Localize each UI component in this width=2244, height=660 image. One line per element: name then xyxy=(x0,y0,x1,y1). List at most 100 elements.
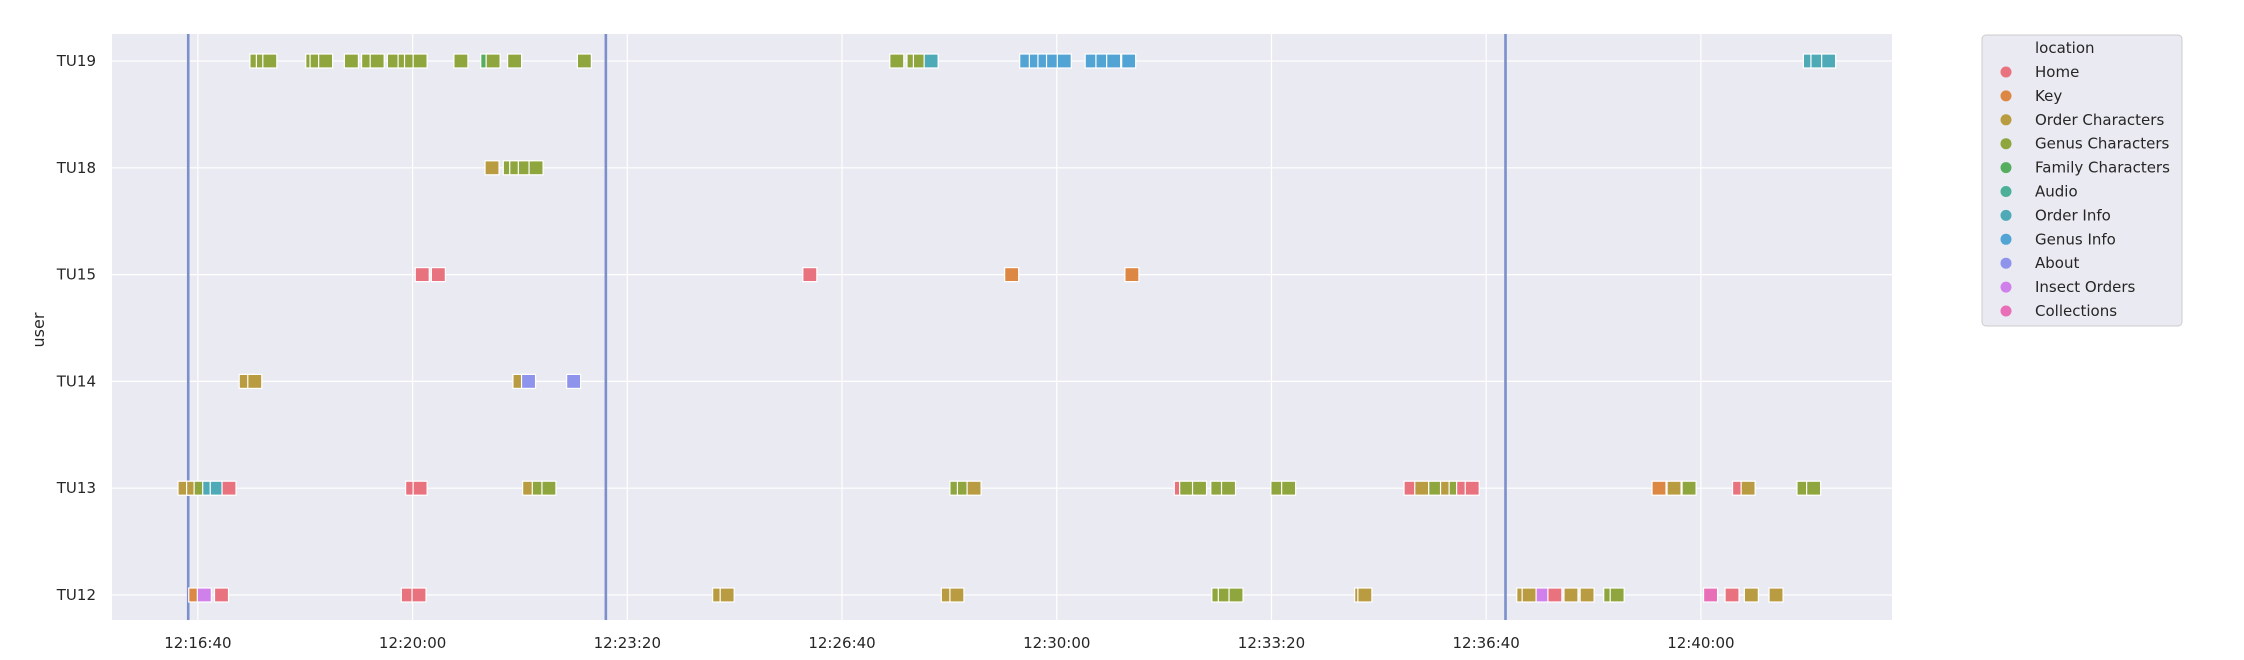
data-point xyxy=(369,53,385,69)
x-tick-label: 12:20:00 xyxy=(379,634,446,652)
x-tick-label: 12:40:00 xyxy=(1667,634,1734,652)
data-point xyxy=(414,267,430,283)
data-point xyxy=(1179,480,1195,496)
y-axis-title: user xyxy=(29,312,48,347)
data-point xyxy=(1357,587,1373,603)
data-point xyxy=(566,373,582,389)
data-point xyxy=(528,160,544,176)
data-point xyxy=(453,53,469,69)
x-tick-label: 12:26:40 xyxy=(808,634,875,652)
legend-label: About xyxy=(2035,254,2079,272)
data-point xyxy=(430,267,446,283)
data-point xyxy=(1563,587,1579,603)
data-point xyxy=(247,373,263,389)
data-point xyxy=(1609,587,1625,603)
data-point xyxy=(966,480,982,496)
data-point xyxy=(1521,587,1537,603)
x-tick-label: 12:33:20 xyxy=(1238,634,1305,652)
legend-box xyxy=(1981,34,2183,327)
y-tick-labels: TU19 TU18 TU15 TU14 TU13 TU12 xyxy=(56,52,96,604)
legend-label: Home xyxy=(2035,63,2079,81)
y-tick-label: TU19 xyxy=(56,52,96,70)
legend-marker xyxy=(2000,90,2012,102)
data-point xyxy=(1740,480,1756,496)
data-point xyxy=(412,480,428,496)
legend-items: Home Key Order Characters Genus Characters F… xyxy=(2000,63,2170,320)
data-point xyxy=(949,587,965,603)
data-point xyxy=(1702,587,1719,603)
data-point xyxy=(196,587,212,603)
data-point xyxy=(1124,267,1140,283)
legend-marker xyxy=(2000,281,2012,293)
x-tick-label: 12:23:20 xyxy=(594,634,661,652)
legend: location Home Key Order Characters Genus Ch… xyxy=(1981,34,2183,327)
data-point xyxy=(411,587,427,603)
legend-label: Order Characters xyxy=(2035,111,2164,129)
data-point xyxy=(1056,53,1072,69)
legend-marker xyxy=(2000,114,2012,126)
data-point xyxy=(484,160,500,176)
data-point xyxy=(576,53,592,69)
data-point xyxy=(1666,480,1682,496)
legend-marker xyxy=(2000,233,2012,245)
data-point xyxy=(343,53,360,69)
data-point xyxy=(1464,480,1480,496)
data-point xyxy=(1681,480,1697,496)
legend-marker xyxy=(2000,66,2012,78)
data-point xyxy=(1821,53,1837,69)
y-tick-label: TU18 xyxy=(56,159,96,177)
data-point xyxy=(1724,587,1740,603)
data-point xyxy=(719,587,735,603)
reference-lines xyxy=(186,34,1507,620)
data-point xyxy=(262,53,278,69)
legend-label: Genus Info xyxy=(2035,230,2116,248)
legend-label: Order Info xyxy=(2035,206,2111,224)
data-point xyxy=(1191,480,1208,496)
y-tick-label: TU14 xyxy=(56,372,96,390)
data-point xyxy=(1414,480,1430,496)
data-point xyxy=(1743,587,1759,603)
data-point xyxy=(213,587,230,603)
data-point xyxy=(1579,587,1595,603)
legend-label: Audio xyxy=(2035,183,2078,201)
legend-label: Collections xyxy=(2035,302,2117,320)
x-tick-label: 12:16:40 xyxy=(164,634,231,652)
data-point xyxy=(1220,480,1237,496)
legend-marker xyxy=(2000,138,2012,150)
y-tick-label: TU12 xyxy=(56,586,96,604)
data-point xyxy=(520,373,537,389)
data-point xyxy=(221,480,237,496)
x-tick-label: 12:30:00 xyxy=(1023,634,1090,652)
legend-label: Insect Orders xyxy=(2035,278,2135,296)
legend-label: Key xyxy=(2035,87,2062,105)
legend-marker xyxy=(2000,186,2012,197)
x-tick-label: 12:36:40 xyxy=(1452,634,1519,652)
legend-marker xyxy=(2000,257,2012,269)
legend-marker xyxy=(2000,305,2012,317)
x-tick-labels: 12:16:40 12:20:00 12:23:20 12:26:40 12:30:00… xyxy=(164,634,1734,652)
data-points xyxy=(177,53,1837,603)
data-point xyxy=(923,53,939,69)
data-point xyxy=(412,53,428,69)
data-point xyxy=(1806,480,1822,496)
data-point xyxy=(1004,267,1020,283)
data-point xyxy=(1651,480,1667,496)
data-point xyxy=(802,267,818,283)
data-point xyxy=(1547,587,1563,603)
legend-marker xyxy=(2000,162,2012,174)
plot-background xyxy=(112,34,1892,620)
legend-label: Genus Characters xyxy=(2035,135,2170,153)
y-tick-label: TU15 xyxy=(56,266,96,284)
data-point xyxy=(541,480,557,496)
data-point xyxy=(1768,587,1784,603)
data-point xyxy=(506,53,523,69)
y-tick-label: TU13 xyxy=(56,479,96,497)
data-point xyxy=(889,53,905,69)
data-point xyxy=(1121,53,1137,69)
data-point xyxy=(1228,587,1244,603)
data-point xyxy=(318,53,334,69)
data-point xyxy=(485,53,501,69)
data-point xyxy=(1281,480,1297,496)
legend-label: Family Characters xyxy=(2035,159,2170,177)
